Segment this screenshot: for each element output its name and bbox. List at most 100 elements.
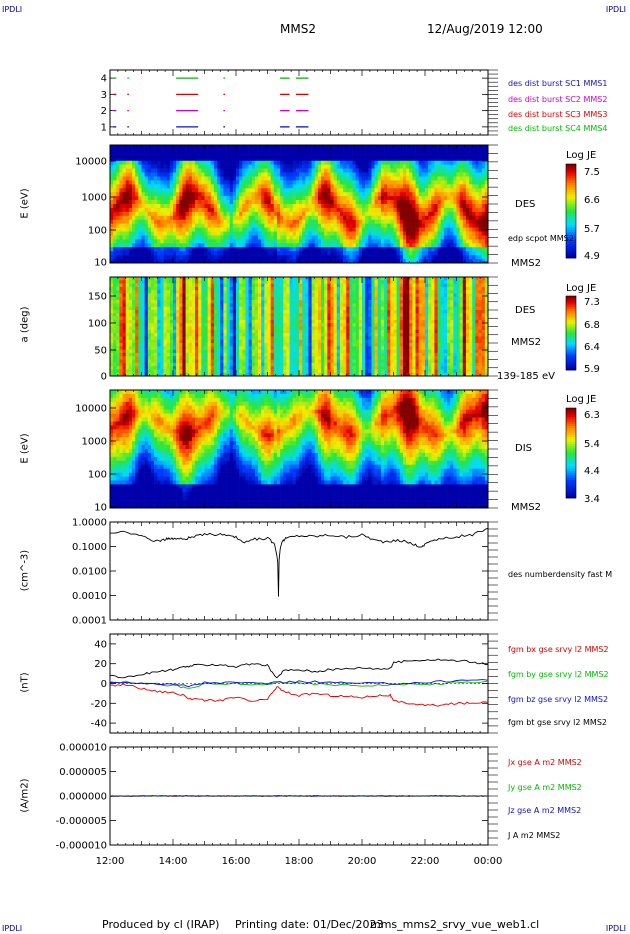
spectrogram-cell — [333, 255, 338, 260]
spectrogram-cell — [447, 227, 451, 232]
spectrogram-cell — [188, 196, 193, 201]
spectrogram-cell — [135, 176, 139, 181]
corner-label-bottom-left: IPDLI — [2, 924, 23, 933]
spectrogram-cell — [217, 235, 221, 240]
spectrogram-cell — [157, 283, 161, 288]
spectrogram-cell — [308, 251, 312, 256]
spectrogram-cell — [465, 192, 470, 197]
spectrogram-cell — [321, 176, 325, 181]
spectrogram-cell — [160, 164, 164, 169]
spectrogram-cell — [182, 323, 186, 327]
spectrogram-cell — [365, 188, 369, 193]
spectrogram-cell — [182, 160, 186, 165]
colorbar-segment — [566, 166, 576, 170]
spectrogram-cell — [343, 152, 347, 158]
spectrogram-cell — [160, 259, 164, 264]
spectrogram-cell — [437, 211, 442, 217]
spectrogram-cell — [179, 156, 183, 162]
spectrogram-cell — [217, 333, 221, 337]
spectrogram-cell — [236, 259, 240, 264]
spectrogram-cell — [213, 180, 218, 185]
spectrogram-cell — [267, 239, 271, 244]
spectrogram-cell — [128, 369, 133, 373]
spectrogram-cell — [406, 251, 410, 256]
spectrogram-cell — [195, 164, 199, 169]
spectrogram-cell — [459, 227, 464, 232]
spectrogram-cell — [478, 160, 482, 165]
spectrogram-cell — [415, 184, 419, 189]
spectrogram-cell — [179, 196, 183, 201]
spectrogram-cell — [226, 148, 230, 154]
spectrogram-cell — [415, 204, 419, 209]
spectrogram-cell — [185, 160, 190, 165]
spectrogram-cell — [352, 156, 356, 162]
spectrogram-cell — [188, 296, 193, 301]
spectrogram-cell — [396, 255, 401, 260]
spectrogram-cell — [185, 156, 190, 162]
spectrogram-cell — [176, 296, 180, 301]
spectrogram-cell — [210, 333, 215, 337]
spectrogram-cell — [239, 204, 243, 209]
spectrogram-cell — [251, 259, 256, 264]
spectrogram-cell — [163, 188, 167, 193]
spectrogram-cell — [447, 180, 451, 185]
spectrogram-cell — [135, 372, 139, 377]
spectrogram-cell — [125, 145, 130, 150]
spectrogram-cell — [144, 247, 149, 252]
spectrogram-cell — [122, 176, 127, 181]
spectrogram-cell — [248, 223, 253, 228]
spectrogram-cell — [122, 277, 127, 281]
spectrogram-cell — [141, 172, 145, 177]
spectrogram-cell — [226, 172, 230, 177]
spectrogram-cell — [169, 310, 174, 314]
spectrogram-cell — [160, 290, 164, 294]
spectrogram-cell — [220, 160, 224, 165]
spectrogram-cell — [236, 211, 240, 217]
spectrogram-cell — [245, 227, 249, 232]
spectrogram-cell — [157, 239, 161, 244]
spectrogram-cell — [349, 255, 353, 260]
spectrogram-cell — [258, 219, 262, 224]
spectrogram-cell — [374, 231, 379, 236]
spectrogram-cell — [302, 184, 306, 189]
spectrogram-cell — [380, 247, 385, 252]
spectrogram-cell — [456, 235, 460, 240]
spectrogram-cell — [421, 243, 426, 248]
spectrogram-cell — [362, 235, 366, 240]
spectrogram-cell — [299, 145, 303, 150]
spectrogram-cell — [119, 316, 123, 321]
spectrogram-cell — [201, 277, 205, 281]
spectrogram-cell — [176, 259, 180, 264]
spectrogram-cell — [154, 255, 158, 260]
spectrogram-cell — [144, 219, 149, 224]
spectrogram-cell — [154, 326, 158, 331]
spectrogram-cell — [251, 188, 256, 193]
spectrogram-cell — [173, 319, 177, 324]
spectrogram-cell — [210, 286, 215, 291]
spectrogram-cell — [229, 188, 234, 193]
spectrogram-cell — [434, 204, 438, 209]
spectrogram-cell — [425, 255, 429, 260]
spectrogram-cell — [232, 184, 237, 189]
spectrogram-cell — [425, 196, 429, 201]
spectrogram-cell — [396, 164, 401, 169]
spectrogram-cell — [450, 255, 454, 260]
spectrogram-cell — [201, 215, 205, 221]
spectrogram-cell — [220, 152, 224, 158]
spectrogram-cell — [191, 323, 196, 327]
spectrogram-cell — [135, 316, 139, 321]
spectrogram-cell — [125, 313, 130, 317]
spectrogram-cell — [239, 247, 243, 252]
spectrogram-cell — [173, 369, 177, 373]
spectrogram-cell — [226, 207, 230, 213]
spectrogram-cell — [261, 215, 265, 221]
spectrogram-cell — [169, 215, 174, 221]
spectrogram-cell — [462, 168, 467, 173]
spectrogram-cell — [295, 160, 300, 165]
spectrogram-cell — [374, 215, 379, 221]
spectrogram-cell — [428, 184, 432, 189]
spectrogram-cell — [236, 196, 240, 201]
spectrogram-cell — [195, 296, 199, 301]
spectrogram-cell — [317, 168, 322, 173]
spectrogram-cell — [195, 362, 199, 367]
